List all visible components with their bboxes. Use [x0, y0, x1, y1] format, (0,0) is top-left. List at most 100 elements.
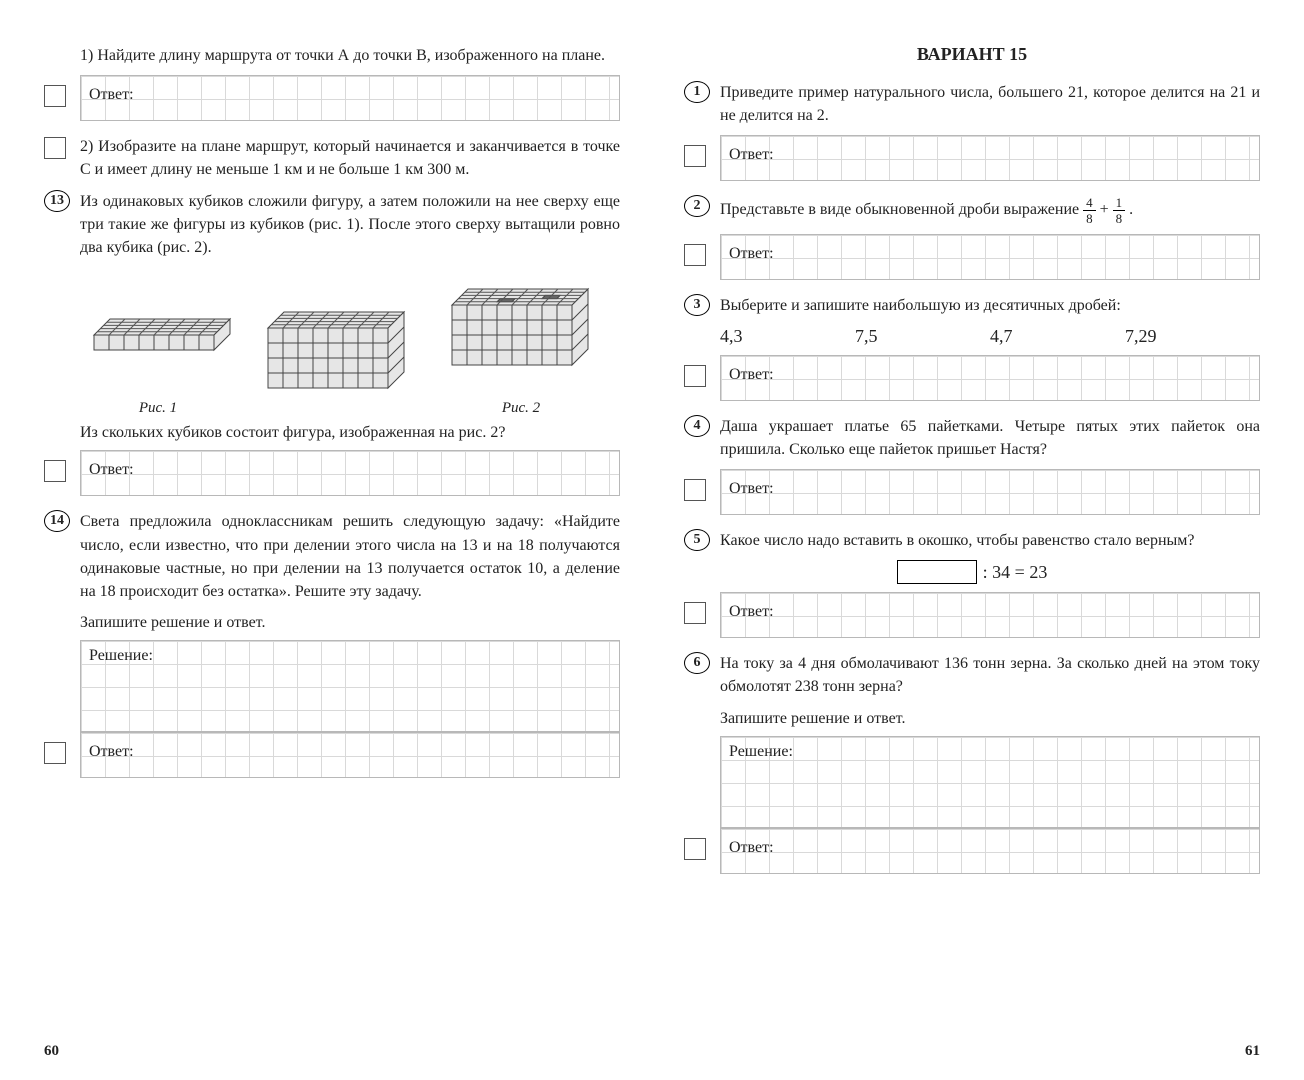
task-3-text: Выберите и запишите наибольшую из десяти…: [720, 294, 1260, 317]
figure-2-caption: Рис. 2: [436, 400, 606, 417]
variant-title: ВАРИАНТ 15: [684, 44, 1260, 65]
option-3: 7,29: [1125, 326, 1260, 347]
page-right: ВАРИАНТ 15 1 Приведите пример натурально…: [652, 0, 1304, 1080]
task-number-badge: 2: [684, 195, 710, 217]
task-number-badge: 6: [684, 652, 710, 674]
solution-grid[interactable]: Решение:: [720, 736, 1260, 828]
page-number-left: 60: [44, 1043, 59, 1060]
checkbox[interactable]: [684, 479, 706, 501]
q-sub2-text: 2) Изобразите на плане маршрут, который …: [80, 135, 620, 181]
page-spread: 1) Найдите длину маршрута от точки А до …: [0, 0, 1304, 1080]
answer-grid[interactable]: Ответ:: [720, 355, 1260, 401]
task-number-badge: 14: [44, 510, 70, 532]
equation-text: : 34 = 23: [983, 562, 1048, 583]
answer-grid[interactable]: Ответ:: [720, 828, 1260, 874]
answer-block-sub1: Ответ:: [44, 75, 620, 121]
answer-block-5: Ответ:: [684, 592, 1260, 638]
answer-label: Ответ:: [89, 461, 134, 479]
option-2: 4,7: [990, 326, 1125, 347]
task-number-badge: 4: [684, 415, 710, 437]
figure-1-caption: Рис. 1: [78, 400, 238, 417]
answer-label: Ответ:: [729, 603, 774, 621]
write-solution-14: Запишите решение и ответ.: [44, 611, 620, 634]
task-2-text: Представьте в виде обыкновенной дроби вы…: [720, 195, 1260, 226]
answer-label: Ответ:: [89, 743, 134, 761]
answer-block-2: Ответ:: [684, 234, 1260, 280]
task-14-text: Света предложила одноклассникам решить с…: [80, 510, 620, 603]
task-1-text: Приведите пример натурального числа, бол…: [720, 81, 1260, 127]
q13-followup: Из скольких кубиков состоит фигура, изоб…: [44, 421, 620, 444]
answer-label: Ответ:: [89, 86, 134, 104]
checkbox[interactable]: [684, 838, 706, 860]
answer-block-13: Ответ:: [44, 450, 620, 496]
task-5-text: Какое число надо вставить в окошко, чтоб…: [720, 529, 1260, 552]
task-2-text-a: Представьте в виде обыкновенной дроби вы…: [720, 202, 1083, 219]
solution-label: Решение:: [729, 743, 793, 761]
figure-1b: [252, 292, 422, 417]
task-3: 3 Выберите и запишите наибольшую из деся…: [684, 294, 1260, 317]
answer-block-3: Ответ:: [684, 355, 1260, 401]
equation-row-5: : 34 = 23: [684, 560, 1260, 584]
task-1: 1 Приведите пример натурального числа, б…: [684, 81, 1260, 127]
answer-grid[interactable]: Ответ:: [80, 450, 620, 496]
page-number-right: 61: [1245, 1043, 1260, 1060]
checkbox[interactable]: [44, 460, 66, 482]
q-sub2-row: 2) Изобразите на плане маршрут, который …: [44, 135, 620, 181]
answer-label: Ответ:: [729, 245, 774, 263]
fraction-2: 18: [1113, 195, 1126, 226]
figure-2: Рис. 2: [436, 269, 606, 417]
checkbox[interactable]: [44, 742, 66, 764]
checkbox[interactable]: [684, 365, 706, 387]
q-sub1-text: 1) Найдите длину маршрута от точки А до …: [44, 44, 620, 67]
solution-label: Решение:: [89, 647, 153, 665]
equation-blank[interactable]: [897, 560, 977, 584]
task-13-text: Из одинаковых кубиков сложили фигуру, а …: [80, 190, 620, 260]
answer-grid[interactable]: Ответ:: [720, 592, 1260, 638]
answer-grid[interactable]: Ответ:: [720, 135, 1260, 181]
fraction-1: 48: [1083, 195, 1096, 226]
task-number-badge: 13: [44, 190, 70, 212]
answer-block-14: Ответ:: [44, 732, 620, 778]
option-1: 7,5: [855, 326, 990, 347]
cuboid3-svg: [436, 269, 606, 389]
answer-block-6: Ответ:: [684, 828, 1260, 874]
task-number-badge: 1: [684, 81, 710, 103]
task-number-badge: 5: [684, 529, 710, 551]
plus-sign: +: [1100, 202, 1113, 219]
checkbox[interactable]: [684, 145, 706, 167]
page-left: 1) Найдите длину маршрута от точки А до …: [0, 0, 652, 1080]
cuboid1-svg: [78, 299, 238, 389]
answer-grid[interactable]: Ответ:: [720, 234, 1260, 280]
checkbox[interactable]: [44, 137, 66, 159]
checkbox[interactable]: [684, 602, 706, 624]
answer-label: Ответ:: [729, 480, 774, 498]
answer-grid[interactable]: Ответ:: [720, 469, 1260, 515]
answer-grid[interactable]: Ответ:: [80, 732, 620, 778]
solution-block-6: Решение:: [684, 736, 1260, 828]
answer-grid[interactable]: Ответ:: [80, 75, 620, 121]
answer-block-1: Ответ:: [684, 135, 1260, 181]
task-2: 2 Представьте в виде обыкновенной дроби …: [684, 195, 1260, 226]
task-number-badge: 3: [684, 294, 710, 316]
answer-label: Ответ:: [729, 839, 774, 857]
task-4: 4 Даша украшает платье 65 пайетками. Чет…: [684, 415, 1260, 461]
option-0: 4,3: [720, 326, 855, 347]
task-6-text: На току за 4 дня обмолачивают 136 тонн з…: [720, 652, 1260, 698]
task-3-options: 4,3 7,5 4,7 7,29: [684, 326, 1260, 347]
cuboid2-svg: [252, 292, 422, 412]
task-4-text: Даша украшает платье 65 пайетками. Четыр…: [720, 415, 1260, 461]
answer-label: Ответ:: [729, 366, 774, 384]
task-14: 14 Света предложила одноклассникам решит…: [44, 510, 620, 603]
answer-label: Ответ:: [729, 146, 774, 164]
figure-1: Рис. 1: [78, 299, 238, 417]
solution-block-14: Решение:: [44, 640, 620, 732]
task-5: 5 Какое число надо вставить в окошко, чт…: [684, 529, 1260, 552]
task-13: 13 Из одинаковых кубиков сложили фигуру,…: [44, 190, 620, 260]
write-solution-6: Запишите решение и ответ.: [684, 707, 1260, 730]
checkbox[interactable]: [44, 85, 66, 107]
figures-row: Рис. 1: [44, 269, 620, 417]
answer-block-4: Ответ:: [684, 469, 1260, 515]
solution-grid[interactable]: Решение:: [80, 640, 620, 732]
task-6: 6 На току за 4 дня обмолачивают 136 тонн…: [684, 652, 1260, 698]
checkbox[interactable]: [684, 244, 706, 266]
